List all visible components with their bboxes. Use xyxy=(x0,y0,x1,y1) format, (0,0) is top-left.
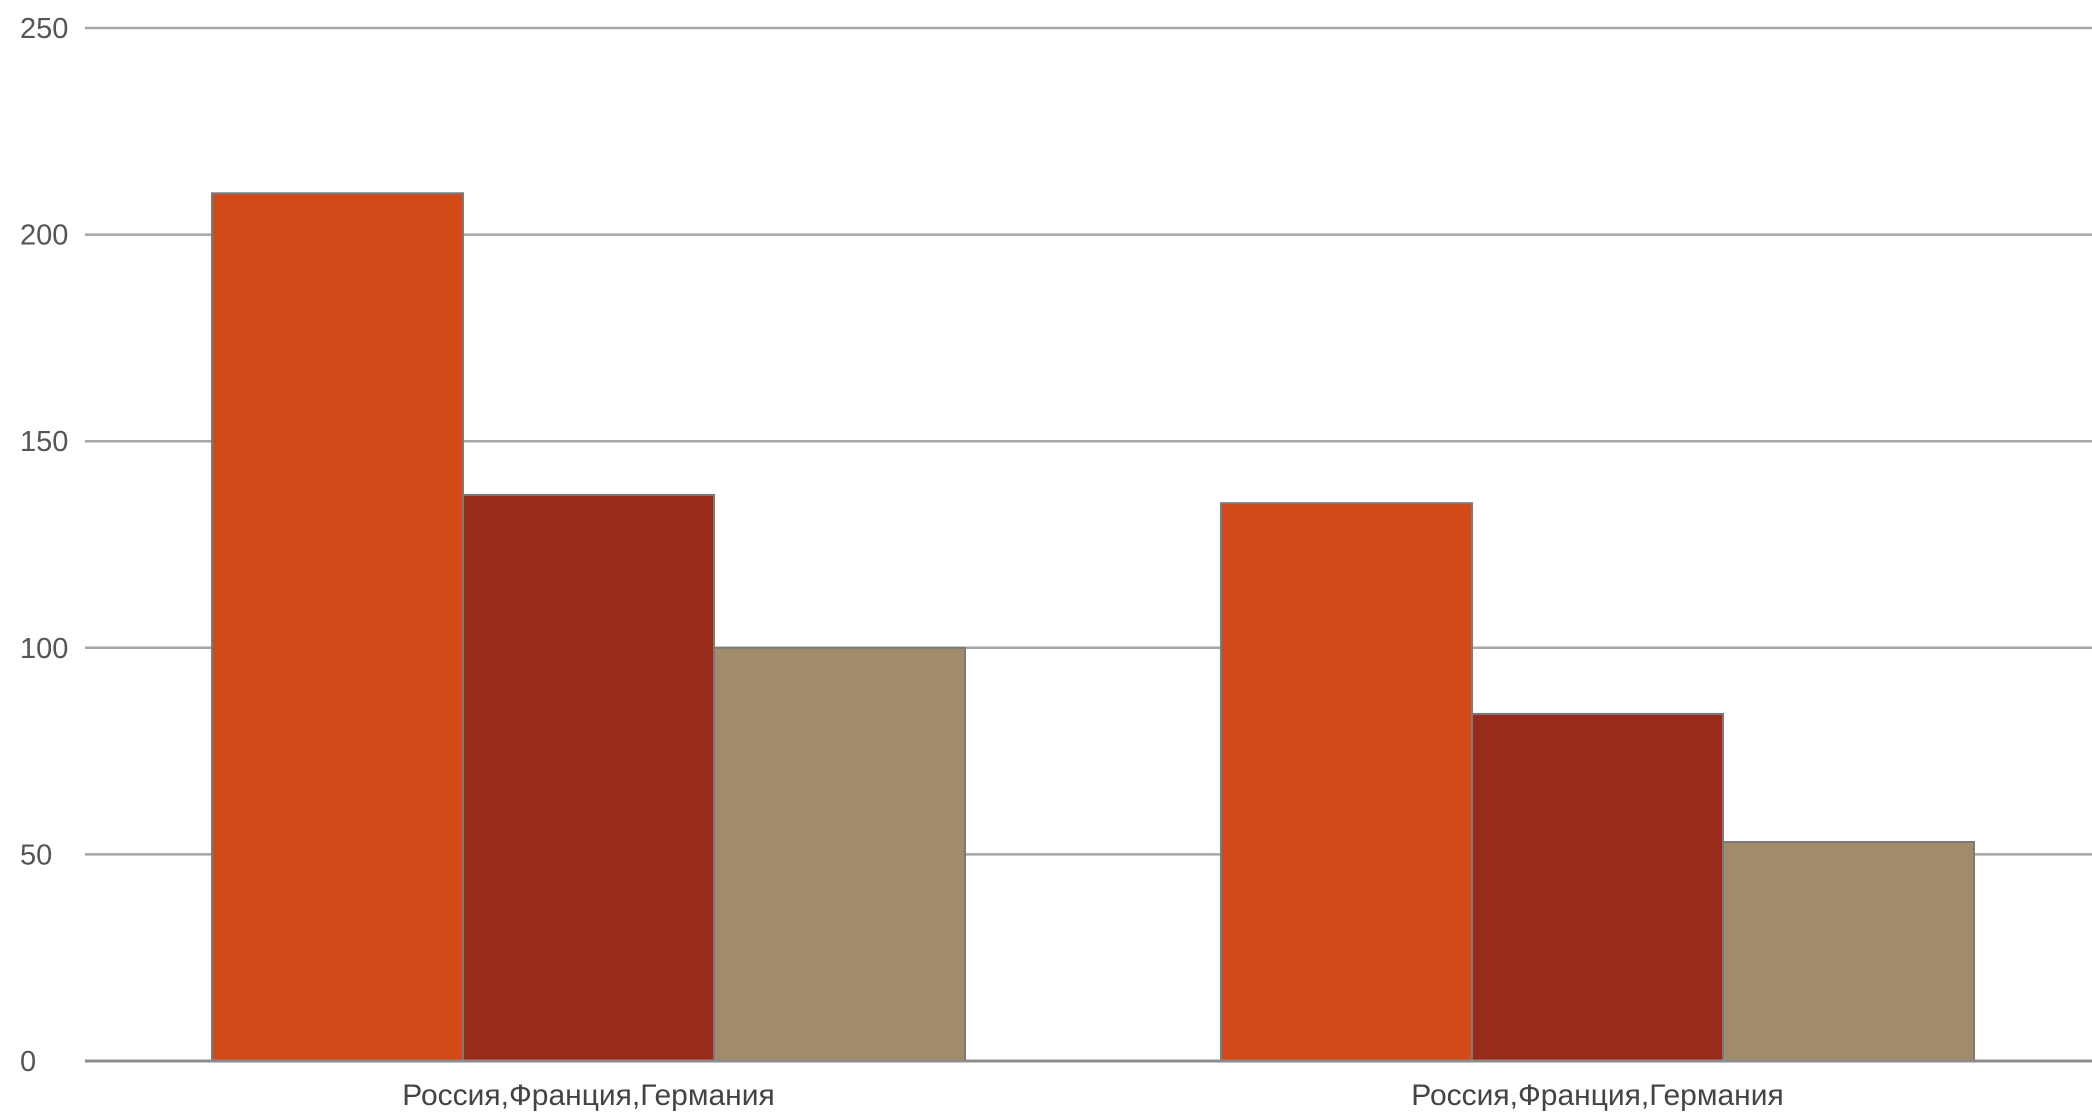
y-tick-label-0: 0 xyxy=(20,1046,36,1078)
bar-series-2-category-1 xyxy=(462,493,715,1062)
category-label-1: Россия,Франция,Германия xyxy=(402,1079,774,1112)
bars xyxy=(211,192,1975,1063)
bar-series-1-category-2 xyxy=(1220,502,1473,1062)
y-tick-label-100: 100 xyxy=(20,633,68,665)
y-tick-label-200: 200 xyxy=(20,220,68,252)
y-tick-labels: 0 50 100 150 200 250 xyxy=(20,13,68,1078)
y-tick-label-250: 250 xyxy=(20,13,68,45)
bar-series-2-category-2 xyxy=(1471,712,1724,1062)
category-labels: Россия,Франция,Германия Россия,Франция,Ге… xyxy=(402,1079,1783,1112)
y-tick-label-50: 50 xyxy=(20,839,52,871)
bar-series-3-category-2 xyxy=(1722,841,1975,1063)
y-tick-label-150: 150 xyxy=(20,426,68,458)
category-label-2: Россия,Франция,Германия xyxy=(1411,1079,1783,1112)
bar-series-3-category-1 xyxy=(713,646,966,1062)
bar-series-1-category-1 xyxy=(211,192,464,1062)
